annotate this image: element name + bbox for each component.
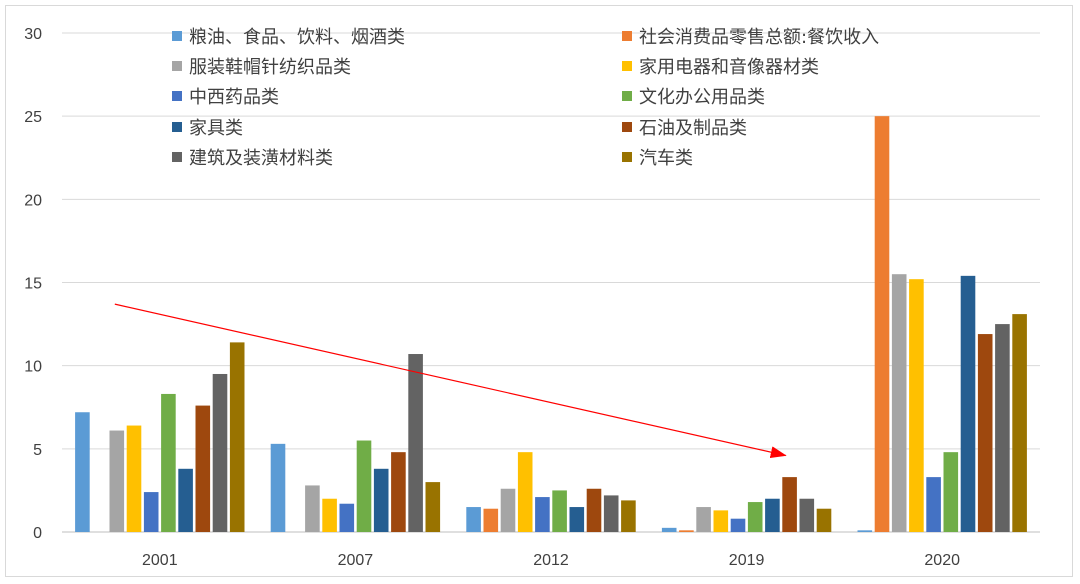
trend-arrow bbox=[114, 303, 787, 459]
bar bbox=[765, 498, 780, 532]
bar bbox=[339, 503, 355, 532]
legend-label: 建筑及装潢材料类 bbox=[189, 148, 333, 169]
bar bbox=[229, 342, 245, 532]
x-tick-label: 2007 bbox=[338, 552, 374, 569]
bar bbox=[373, 468, 389, 532]
bar bbox=[943, 452, 959, 532]
bar bbox=[661, 527, 677, 532]
bar bbox=[696, 507, 711, 532]
bar bbox=[535, 497, 550, 532]
bar bbox=[874, 116, 890, 533]
annotations bbox=[114, 303, 787, 459]
x-tick-label: 2019 bbox=[729, 552, 765, 569]
bar bbox=[212, 373, 228, 532]
bar bbox=[621, 500, 636, 532]
bar bbox=[466, 507, 481, 532]
axes: 0 5 10 15 20 25 30 2001 2007 2012 2019 2020 bbox=[24, 26, 1040, 569]
y-tick-label: 20 bbox=[24, 192, 42, 209]
bar bbox=[356, 440, 372, 532]
legend-swatch bbox=[172, 122, 182, 132]
bar bbox=[483, 508, 499, 532]
bar bbox=[782, 477, 797, 532]
bar bbox=[603, 495, 619, 532]
legend-label: 石油及制品类 bbox=[639, 118, 747, 139]
legend-label: 家用电器和音像器材类 bbox=[639, 57, 819, 78]
bar bbox=[143, 492, 159, 532]
bar bbox=[857, 530, 873, 532]
legend-label: 粮油、食品、饮料、烟酒类 bbox=[189, 27, 405, 48]
legend-swatch bbox=[172, 61, 182, 71]
y-tick-label: 0 bbox=[33, 525, 42, 542]
legend-swatch bbox=[622, 31, 632, 41]
x-tick-label: 2001 bbox=[142, 552, 178, 569]
bar bbox=[586, 488, 602, 532]
bar bbox=[500, 488, 516, 532]
legend-label: 文化办公用品类 bbox=[639, 87, 765, 108]
legend-label: 社会消费品零售总额:餐饮收入 bbox=[639, 27, 879, 48]
y-tick-label: 5 bbox=[33, 442, 42, 459]
bar bbox=[891, 274, 907, 532]
bar bbox=[747, 502, 763, 532]
x-tick-label: 2020 bbox=[924, 552, 960, 569]
bar bbox=[391, 452, 406, 532]
legend-swatch bbox=[172, 31, 182, 41]
bar bbox=[109, 430, 125, 532]
bar bbox=[178, 468, 193, 532]
x-tick-label: 2012 bbox=[533, 552, 569, 569]
bar bbox=[679, 530, 694, 532]
bar bbox=[799, 498, 815, 532]
legend-swatch bbox=[622, 152, 632, 162]
bar bbox=[816, 508, 832, 532]
bar bbox=[195, 405, 211, 532]
bar bbox=[960, 275, 976, 532]
bar bbox=[926, 477, 941, 532]
y-tick-label: 10 bbox=[24, 359, 42, 376]
bar bbox=[909, 279, 924, 532]
legend-swatch bbox=[622, 91, 632, 101]
legend-label: 汽车类 bbox=[639, 148, 693, 169]
bar bbox=[270, 443, 286, 532]
legend-label: 服装鞋帽针纺织品类 bbox=[189, 57, 351, 78]
bar bbox=[161, 393, 176, 532]
legend-swatch bbox=[172, 91, 182, 101]
bar bbox=[1012, 314, 1027, 532]
bar bbox=[977, 334, 993, 532]
bars bbox=[75, 116, 1027, 533]
bar bbox=[517, 452, 533, 532]
y-tick-label: 30 bbox=[24, 26, 42, 43]
bar bbox=[713, 510, 729, 532]
legend-label: 中西药品类 bbox=[189, 87, 279, 108]
bar bbox=[75, 412, 90, 532]
legend-swatch bbox=[622, 122, 632, 132]
bar bbox=[552, 490, 567, 532]
y-tick-label: 25 bbox=[24, 109, 42, 126]
bar bbox=[425, 482, 441, 532]
bar bbox=[126, 425, 142, 532]
legend-label: 家具类 bbox=[189, 118, 243, 139]
y-tick-label: 15 bbox=[24, 276, 42, 293]
bar bbox=[305, 485, 320, 532]
bar bbox=[408, 354, 423, 532]
legend-swatch bbox=[622, 61, 632, 71]
bar bbox=[730, 518, 746, 532]
bar bbox=[569, 507, 585, 532]
bar bbox=[995, 324, 1010, 532]
legend-swatch bbox=[172, 152, 182, 162]
bar bbox=[322, 498, 337, 532]
